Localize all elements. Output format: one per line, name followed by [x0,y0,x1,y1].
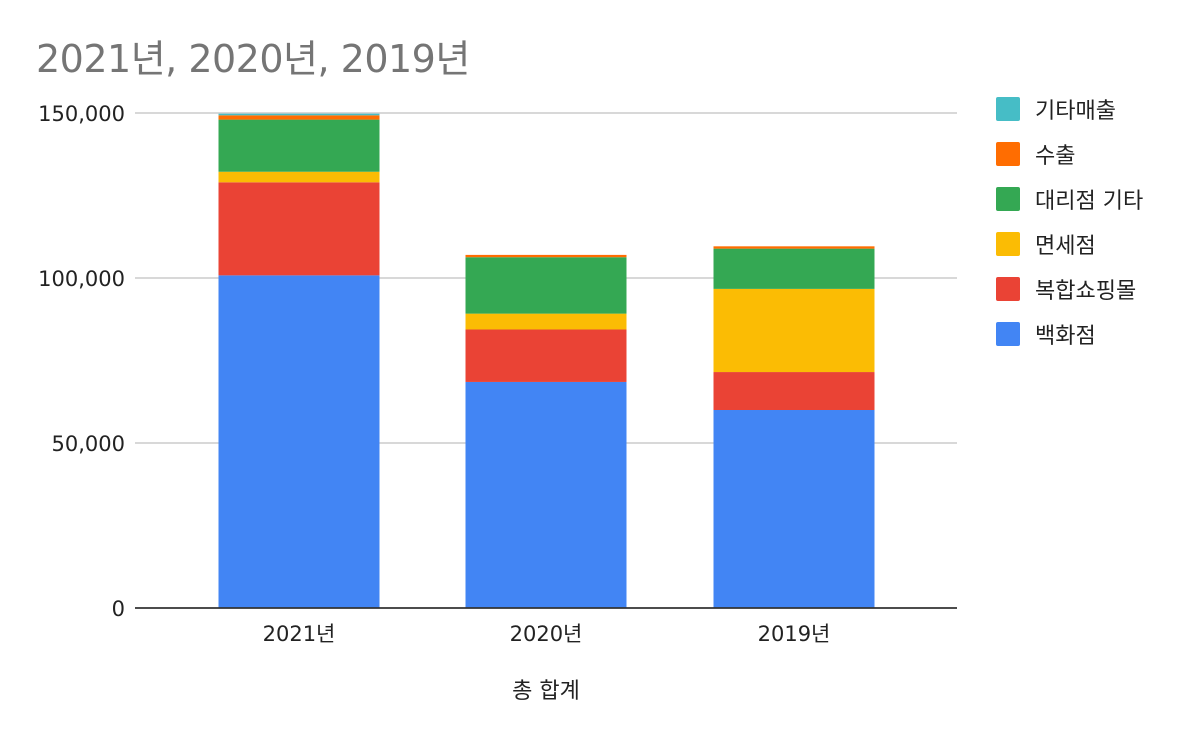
bar-segment [218,119,380,172]
legend-item: 기타매출 [996,96,1143,124]
legend-label: 대리점 기타 [1035,189,1144,214]
y-axis-ticks: 0 50,000 100,000 150,000 [38,102,125,621]
bar-segment [465,257,627,314]
legend-label: 복합쇼핑몰 [1035,279,1137,304]
bar-segment [713,410,875,608]
bar-segment [465,254,627,258]
bar-segment [218,275,380,608]
x-tick-label: 2020년 [510,622,583,646]
bar-segment [218,115,380,120]
legend-label: 기타매출 [1035,99,1116,124]
x-tick-label: 2019년 [758,622,831,646]
legend-swatch [996,187,1020,211]
bar-segment [713,372,875,410]
legend-label: 수출 [1035,144,1076,169]
legend-item: 백화점 [996,321,1143,349]
y-tick-label: 100,000 [38,267,125,291]
bar-segment [713,288,875,373]
y-tick-label: 0 [112,597,125,621]
x-axis-label: 총 합계 [512,679,580,704]
bar-segment [218,171,380,183]
legend-item: 수출 [996,141,1143,169]
y-tick-label: 50,000 [52,432,125,456]
bar-segment [465,329,627,382]
bar-segment [465,381,627,608]
x-tick-label: 2021년 [263,622,336,646]
legend-swatch [996,232,1020,256]
x-axis-ticks: 2021년 2020년 2019년 [263,622,831,646]
bar-segment [713,248,875,289]
legend-swatch [996,97,1020,121]
bar-segment [218,182,380,276]
bar-segment [713,246,875,249]
bar-segment [218,113,380,116]
legend-label: 면세점 [1035,234,1096,259]
legend-item: 복합쇼핑몰 [996,276,1143,304]
legend-swatch [996,322,1020,346]
legend-label: 백화점 [1035,324,1096,349]
chart-title: 2021년, 2020년, 2019년 [36,37,470,81]
bars [218,113,875,608]
legend-swatch [996,142,1020,166]
legend-swatch [996,277,1020,301]
bar-segment [465,313,627,330]
legend-item: 면세점 [996,231,1143,259]
legend-item: 대리점 기타 [996,186,1144,214]
y-tick-label: 150,000 [38,102,125,126]
